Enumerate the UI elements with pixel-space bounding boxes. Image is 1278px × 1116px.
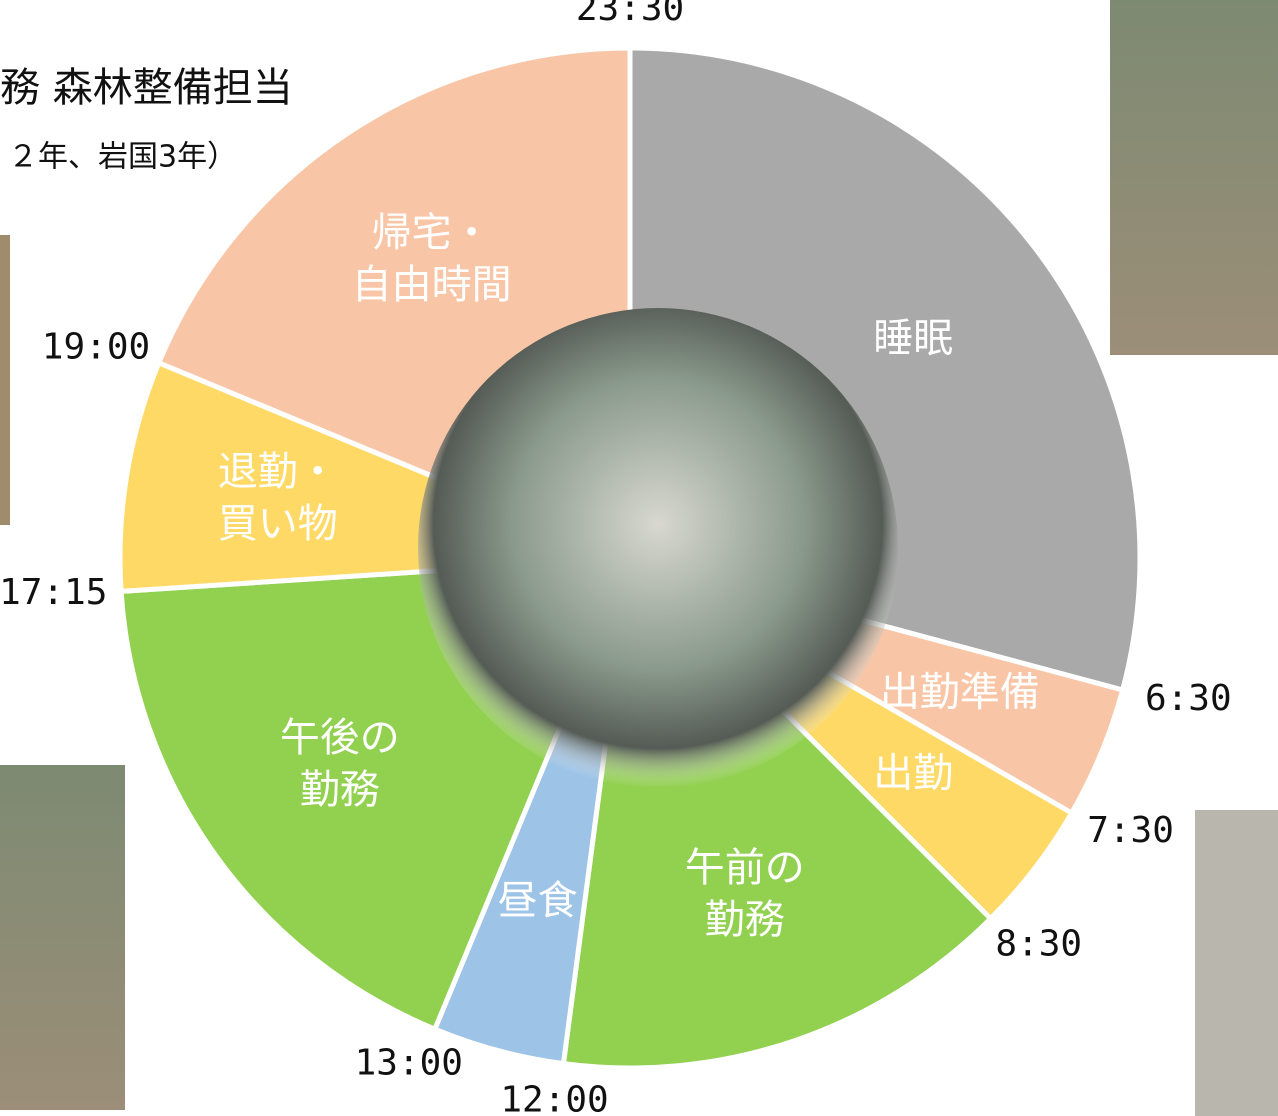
slice-label-line: 退勤・ <box>218 449 338 495</box>
slice-label-line: 出勤準備 <box>880 670 1040 716</box>
slice-label: 睡眠 <box>873 316 953 362</box>
center-photo <box>418 308 898 788</box>
time-label: 8:30 <box>995 923 1082 964</box>
slice-label: 出勤準備 <box>880 670 1040 716</box>
chart: 務 森林整備担当 ２年、岩国3年） 睡眠 23:30 出勤準備 6:30 出勤 7:30 午… <box>0 0 1278 1116</box>
time-label: 13:00 <box>355 1042 463 1083</box>
slice-label-line: 買い物 <box>218 501 338 547</box>
slice-label-line: 出勤 <box>873 750 953 796</box>
time-label: 23:30 <box>576 0 684 29</box>
slice-label-line: 午前の <box>685 845 805 891</box>
title: 務 森林整備担当 <box>0 65 293 111</box>
photo <box>0 765 125 1110</box>
slice-label-line: 帰宅・ <box>372 210 492 256</box>
time-label: 17:15 <box>0 572 107 613</box>
time-label: 7:30 <box>1087 810 1174 851</box>
slice-label-line: 自由時間 <box>352 262 512 308</box>
time-label: 12:00 <box>500 1079 608 1116</box>
slice-label: 昼食 <box>498 878 578 924</box>
time-label: 19:00 <box>42 326 150 367</box>
photo <box>1110 0 1278 355</box>
slice-label-line: 勤務 <box>705 897 785 943</box>
time-label: 6:30 <box>1145 678 1232 719</box>
slice-label-line: 勤務 <box>300 767 380 813</box>
slice-label-line: 昼食 <box>498 878 578 924</box>
slice-label-line: 午後の <box>280 715 400 761</box>
photo <box>1195 810 1278 1116</box>
subtitle: ２年、岩国3年） <box>8 140 237 175</box>
photo <box>0 235 10 525</box>
slice-label-line: 睡眠 <box>873 316 953 362</box>
slice-label: 出勤 <box>873 750 953 796</box>
